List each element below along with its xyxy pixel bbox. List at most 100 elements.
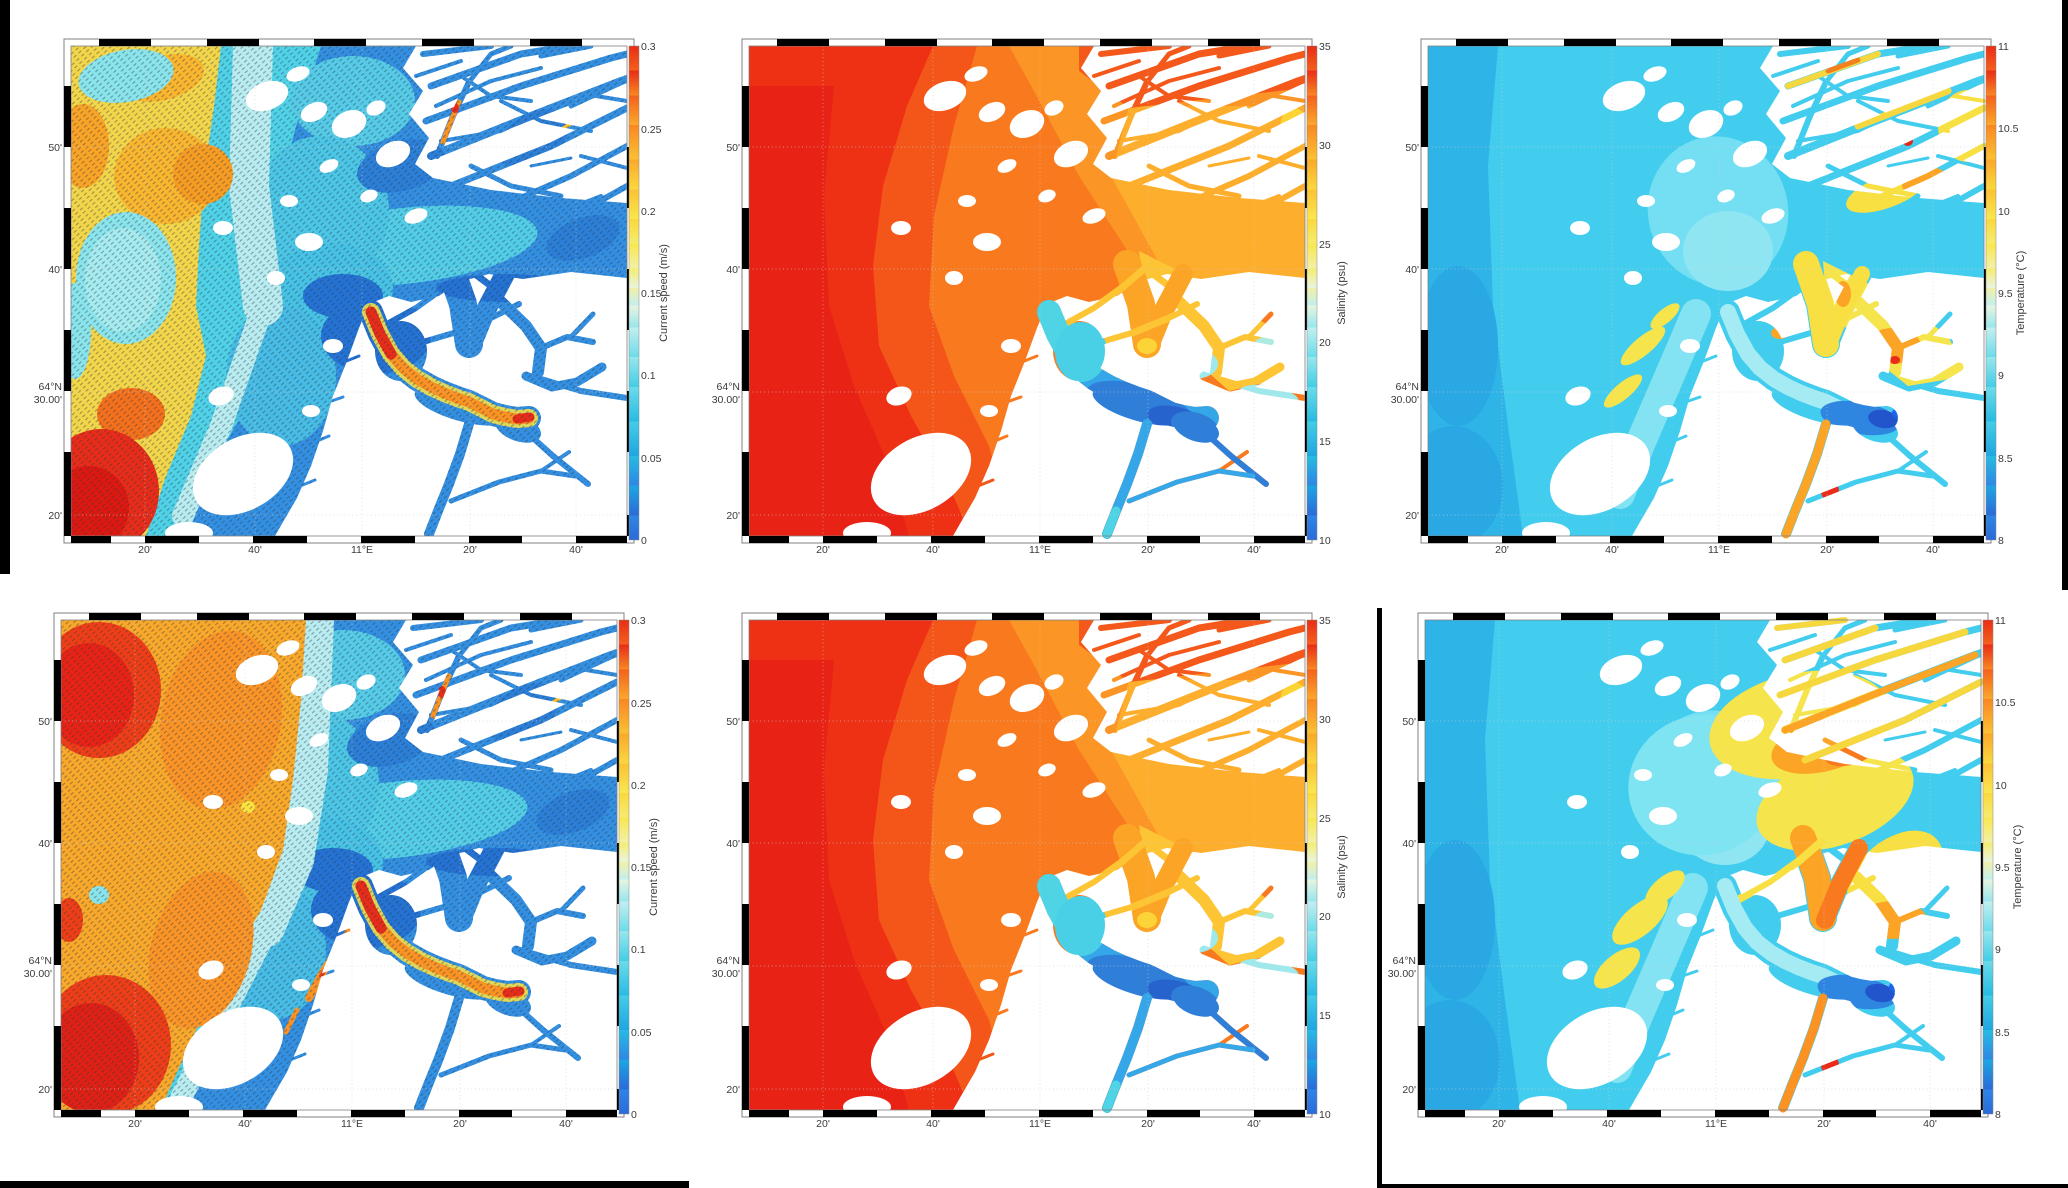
svg-text:30.00': 30.00'	[1388, 968, 1416, 980]
svg-text:40': 40'	[238, 1118, 252, 1130]
svg-text:11°E: 11°E	[341, 1118, 363, 1130]
svg-text:35: 35	[1319, 615, 1331, 627]
svg-text:0.3: 0.3	[641, 41, 656, 53]
svg-text:20': 20'	[1141, 1118, 1155, 1130]
svg-text:20: 20	[1319, 911, 1331, 923]
svg-text:40': 40'	[1602, 1118, 1616, 1130]
svg-text:40': 40'	[1605, 544, 1619, 556]
svg-text:20': 20'	[816, 1118, 830, 1130]
svg-text:0.2: 0.2	[631, 780, 646, 792]
svg-text:20': 20'	[1402, 1084, 1416, 1096]
svg-text:9.5: 9.5	[1995, 862, 2010, 874]
svg-text:Current speed (m/s): Current speed (m/s)	[648, 818, 660, 916]
svg-text:15: 15	[1319, 436, 1331, 448]
svg-text:Salinity (psu): Salinity (psu)	[1336, 835, 1348, 899]
svg-text:Temperature (°C): Temperature (°C)	[2015, 251, 2027, 335]
svg-text:30: 30	[1319, 140, 1331, 152]
svg-text:11: 11	[1998, 41, 2009, 53]
svg-text:9: 9	[1995, 944, 2001, 956]
svg-text:64°N: 64°N	[717, 955, 740, 967]
svg-text:40': 40'	[1402, 838, 1416, 850]
svg-text:50': 50'	[38, 716, 52, 728]
svg-text:Current speed (m/s): Current speed (m/s)	[658, 244, 670, 342]
svg-text:40': 40'	[926, 1118, 940, 1130]
svg-text:40': 40'	[1247, 1118, 1261, 1130]
svg-text:0.25: 0.25	[631, 698, 652, 710]
svg-text:0.2: 0.2	[641, 206, 656, 218]
svg-text:64°N: 64°N	[39, 381, 62, 393]
svg-text:0.15: 0.15	[641, 288, 662, 300]
svg-text:8: 8	[1998, 535, 2004, 547]
svg-text:20': 20'	[726, 510, 740, 522]
svg-text:40': 40'	[248, 544, 262, 556]
svg-text:35: 35	[1319, 41, 1331, 53]
svg-text:20': 20'	[38, 1084, 52, 1096]
svg-text:11°E: 11°E	[1029, 544, 1051, 556]
svg-text:50': 50'	[1405, 142, 1419, 154]
svg-text:20': 20'	[463, 544, 477, 556]
svg-text:20': 20'	[138, 544, 152, 556]
svg-text:64°N: 64°N	[1393, 955, 1416, 967]
svg-text:64°N: 64°N	[1396, 381, 1419, 393]
svg-text:8: 8	[1995, 1109, 2001, 1121]
svg-text:40': 40'	[1926, 544, 1940, 556]
svg-text:30: 30	[1319, 714, 1331, 726]
svg-text:0.1: 0.1	[631, 944, 646, 956]
svg-text:30.00': 30.00'	[712, 968, 740, 980]
svg-text:10: 10	[1319, 1109, 1331, 1121]
svg-text:50': 50'	[726, 716, 740, 728]
svg-text:0.05: 0.05	[641, 453, 662, 465]
svg-text:40': 40'	[1405, 264, 1419, 276]
svg-text:9: 9	[1998, 370, 2004, 382]
svg-text:64°N: 64°N	[29, 955, 52, 967]
svg-text:0.15: 0.15	[631, 862, 652, 874]
svg-text:40': 40'	[559, 1118, 573, 1130]
svg-text:20': 20'	[1405, 510, 1419, 522]
svg-text:10: 10	[1319, 535, 1331, 547]
svg-text:9.5: 9.5	[1998, 288, 2013, 300]
svg-text:40': 40'	[726, 264, 740, 276]
svg-text:11°E: 11°E	[1029, 1118, 1051, 1130]
svg-text:25: 25	[1319, 813, 1331, 825]
svg-text:20': 20'	[1492, 1118, 1506, 1130]
svg-text:8.5: 8.5	[1998, 453, 2013, 465]
svg-text:20': 20'	[453, 1118, 467, 1130]
svg-text:0.3: 0.3	[631, 615, 646, 627]
svg-text:0.1: 0.1	[641, 370, 656, 382]
svg-text:0: 0	[641, 535, 647, 547]
svg-text:0.05: 0.05	[631, 1027, 652, 1039]
svg-text:20': 20'	[1141, 544, 1155, 556]
svg-text:11°E: 11°E	[351, 544, 373, 556]
svg-text:40': 40'	[48, 264, 62, 276]
svg-text:25: 25	[1319, 239, 1331, 251]
svg-text:50': 50'	[48, 142, 62, 154]
svg-text:11°E: 11°E	[1705, 1118, 1727, 1130]
svg-text:20': 20'	[48, 510, 62, 522]
svg-text:Temperature (°C): Temperature (°C)	[2012, 825, 2024, 909]
svg-text:Salinity (psu): Salinity (psu)	[1336, 261, 1348, 325]
svg-text:40': 40'	[926, 544, 940, 556]
svg-text:10: 10	[1995, 780, 2007, 792]
svg-text:40': 40'	[569, 544, 583, 556]
svg-text:15: 15	[1319, 1010, 1331, 1022]
svg-text:40': 40'	[726, 838, 740, 850]
svg-text:40': 40'	[1247, 544, 1261, 556]
svg-text:10: 10	[1998, 206, 2010, 218]
svg-text:30.00': 30.00'	[712, 394, 740, 406]
svg-text:50': 50'	[726, 142, 740, 154]
svg-text:20': 20'	[1817, 1118, 1831, 1130]
svg-text:11: 11	[1995, 615, 2006, 627]
svg-text:40': 40'	[38, 838, 52, 850]
svg-text:50': 50'	[1402, 716, 1416, 728]
svg-text:20': 20'	[726, 1084, 740, 1096]
svg-text:0.25: 0.25	[641, 124, 662, 136]
svg-text:30.00': 30.00'	[1391, 394, 1419, 406]
svg-text:20: 20	[1319, 337, 1331, 349]
svg-text:20': 20'	[816, 544, 830, 556]
svg-text:64°N: 64°N	[717, 381, 740, 393]
svg-text:20': 20'	[1495, 544, 1509, 556]
svg-text:20': 20'	[128, 1118, 142, 1130]
svg-text:40': 40'	[1923, 1118, 1937, 1130]
svg-text:20': 20'	[1820, 544, 1834, 556]
svg-text:10.5: 10.5	[1995, 697, 2016, 709]
